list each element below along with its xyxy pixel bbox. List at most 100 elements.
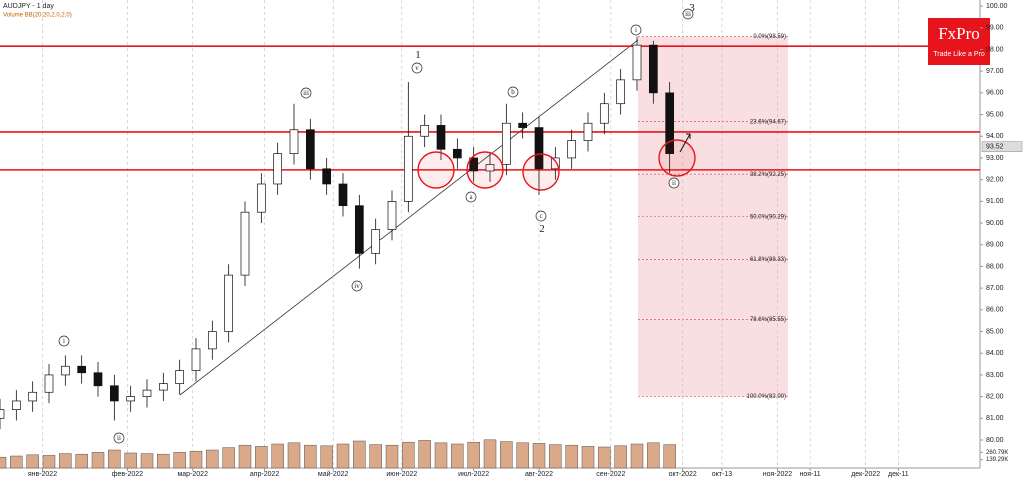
x-tick-label: фев-2022: [112, 471, 143, 478]
volume-bar: [157, 453, 170, 469]
wave-label: 1: [415, 49, 421, 61]
volume-bar: [353, 440, 366, 469]
candle-body: [126, 396, 136, 402]
candle-body: [599, 103, 609, 124]
volume-bar: [385, 444, 399, 469]
x-tick-label: май-2022: [318, 470, 349, 478]
wave-circle: [668, 177, 680, 189]
x-tick-label: ноя-11: [800, 471, 821, 478]
wave-circle: [507, 86, 519, 98]
y-tick-label: 88.00: [986, 263, 1004, 270]
wave-label: iv: [354, 282, 360, 290]
wave-label: iii: [303, 89, 309, 97]
volume-bar: [26, 454, 39, 469]
logo-tagline: Trade Like a Pro: [933, 51, 985, 58]
candle-body: [469, 157, 479, 172]
wave-label: a: [469, 193, 473, 201]
y-tick-label: 87.00: [986, 285, 1004, 292]
candle-body: [60, 365, 70, 376]
volume-bar: [189, 450, 203, 469]
y-tick-label: 96.00: [986, 90, 1004, 97]
wave-label: c: [539, 212, 542, 220]
y-tick-label: 93.00: [986, 155, 1004, 162]
volume-bar: [91, 452, 105, 469]
x-tick-label: янв-2022: [28, 471, 57, 478]
fib-label: 23.6%(94.67): [750, 119, 786, 125]
wave-label: 3: [689, 2, 695, 14]
volume-bar: [140, 453, 154, 469]
candle-body: [240, 211, 250, 276]
candle-body: [191, 348, 201, 371]
candle-body: [665, 92, 675, 154]
y-tick-label: 86.00: [986, 307, 1004, 314]
fib-label: 78.6%(85.55): [750, 317, 786, 323]
candle-body: [354, 205, 364, 254]
chart-title: AUDJPY - 1 day: [3, 3, 54, 10]
candle-body: [175, 370, 185, 384]
candle-body: [550, 157, 560, 170]
candle-body: [452, 148, 462, 159]
candle-body: [289, 129, 299, 154]
wave-label: ii: [117, 434, 121, 442]
candle-body: [567, 140, 577, 159]
candle-body: [420, 125, 430, 137]
volume-bar: [75, 453, 88, 469]
y-tick-label: 98.00: [986, 46, 1004, 53]
wave-label: ii: [672, 179, 676, 187]
wave-circle: [682, 8, 694, 20]
candle-body: [371, 229, 381, 254]
volume-bar: [581, 446, 595, 469]
wave-circle: [351, 280, 363, 292]
candle-body: [158, 383, 168, 391]
y-tick-label: 83.00: [986, 372, 1004, 379]
fib-label: 61.8%(88.33): [750, 257, 786, 263]
candle-body: [28, 391, 38, 402]
wave-label: v: [415, 64, 419, 72]
volume-bar: [336, 443, 350, 469]
candle-body: [322, 168, 332, 185]
support-circle: [658, 139, 696, 177]
candle-body: [338, 183, 348, 207]
y-tick-label: 82.00: [986, 393, 1004, 400]
volume-bar: [10, 455, 23, 469]
x-tick-label: мар-2022: [177, 471, 208, 478]
candle-body: [632, 44, 642, 81]
volume-bar: [59, 453, 72, 469]
trend-line: [179, 39, 639, 396]
y-tick-label: 84.00: [986, 350, 1004, 357]
volume-bar: [500, 441, 513, 469]
volume-indicator: Volume BB(20,20,2.0,2.0): [3, 13, 72, 19]
volume-bar: [287, 442, 301, 469]
volume-bar: [42, 455, 56, 469]
fib-label: 50.0%(90.29): [750, 214, 786, 220]
candle-body: [77, 365, 87, 374]
y-tick-label: 100.00: [986, 3, 1008, 10]
projection-arrow: [679, 133, 691, 153]
volume-bar: [402, 441, 415, 469]
y-tick-label: 85.00: [986, 328, 1004, 335]
volume-bar: [173, 452, 186, 469]
x-tick-label: дек-2022: [851, 471, 880, 478]
y-tick-label: 95.00: [986, 111, 1004, 118]
volume-bar: [483, 439, 497, 469]
candle-body: [273, 153, 283, 185]
candle-body: [224, 274, 234, 332]
candle-body: [485, 164, 495, 172]
y-tick-label: 89.00: [986, 242, 1004, 249]
y-tick-label: 97.00: [986, 68, 1004, 75]
y-tick-label: 80.00: [986, 437, 1004, 444]
candle-body: [142, 389, 152, 397]
volume-bar: [647, 442, 660, 469]
candle-body: [44, 374, 54, 393]
x-tick-label: сен-2022: [596, 471, 625, 478]
y-tick-label: 90.00: [986, 220, 1004, 227]
wave-circle: [630, 24, 642, 36]
volume-bar: [451, 443, 464, 469]
volume-bar: [124, 452, 137, 469]
wave-circle: [113, 432, 125, 444]
candle-body: [534, 127, 544, 170]
x-tick-label: июн-2022: [386, 471, 417, 478]
volume-tick-label: 139.29K: [986, 457, 1008, 463]
x-tick-label: авг-2022: [525, 471, 553, 478]
